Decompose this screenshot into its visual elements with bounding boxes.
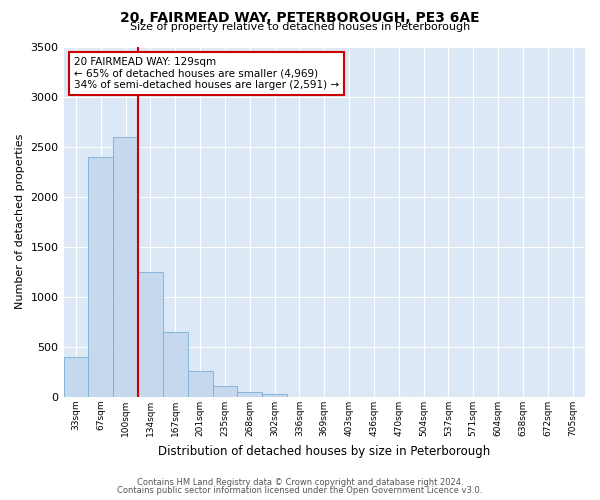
Text: Contains public sector information licensed under the Open Government Licence v3: Contains public sector information licen… (118, 486, 482, 495)
Bar (113, 136, 138, 397)
Bar (212, 386, 238, 397)
Bar (163, 332, 188, 397)
Text: Size of property relative to detached houses in Peterborough: Size of property relative to detached ho… (130, 22, 470, 32)
X-axis label: Distribution of detached houses by size in Peterborough: Distribution of detached houses by size … (158, 444, 490, 458)
Text: Contains HM Land Registry data © Crown copyright and database right 2024.: Contains HM Land Registry data © Crown c… (137, 478, 463, 487)
Bar (88, 156, 113, 397)
Bar (262, 394, 287, 397)
Bar (138, 272, 163, 397)
Text: 20, FAIRMEAD WAY, PETERBOROUGH, PE3 6AE: 20, FAIRMEAD WAY, PETERBOROUGH, PE3 6AE (120, 11, 480, 25)
Bar (238, 392, 262, 397)
Bar (188, 371, 212, 397)
Bar (64, 357, 88, 397)
Text: 20 FAIRMEAD WAY: 129sqm
← 65% of detached houses are smaller (4,969)
34% of semi: 20 FAIRMEAD WAY: 129sqm ← 65% of detache… (74, 57, 339, 90)
Y-axis label: Number of detached properties: Number of detached properties (15, 134, 25, 310)
